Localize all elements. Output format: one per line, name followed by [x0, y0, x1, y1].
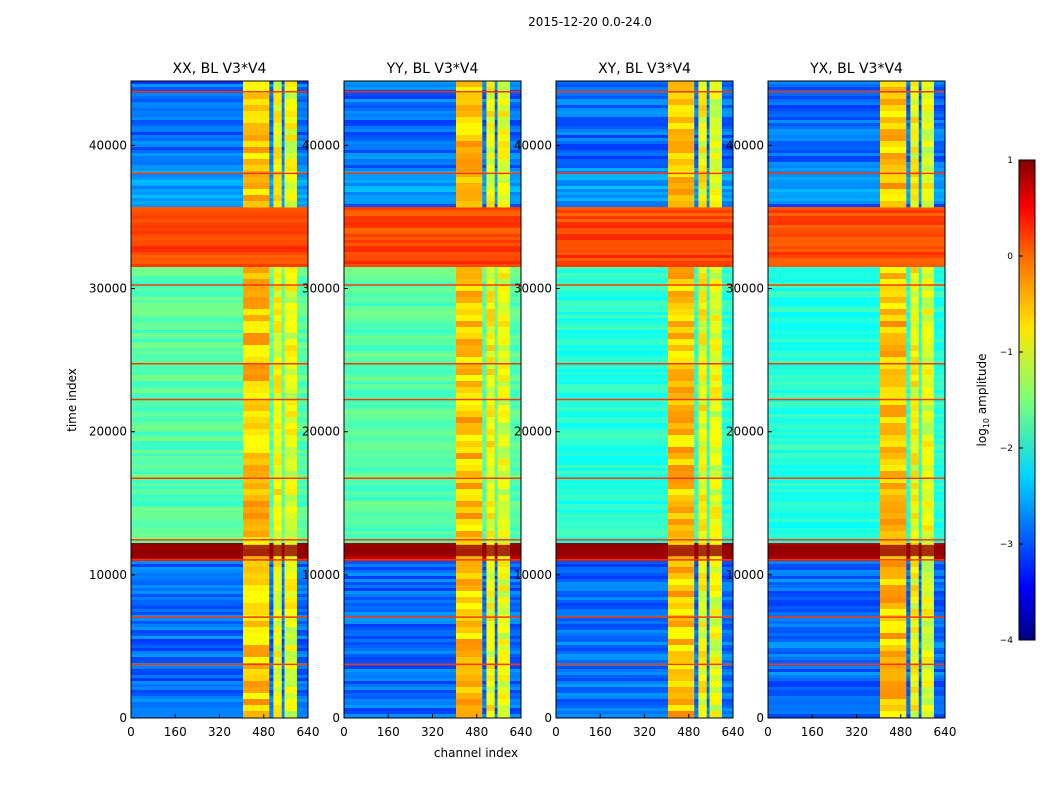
y-tick-label: 30000: [302, 282, 340, 296]
y-tick-label: 0: [119, 711, 127, 725]
x-tick-label: 480: [677, 725, 700, 739]
y-tick-label: 40000: [302, 138, 340, 152]
y-tick-label: 30000: [726, 282, 764, 296]
colorbar-tick-label: −1: [1000, 348, 1013, 358]
panel-heatmap-0: [131, 81, 308, 718]
panel-3: YX, BL V3*V4 0 160 320 480 640 0 10000 20000 3000…: [726, 61, 957, 739]
y-tick-label: 40000: [726, 138, 764, 152]
panel-title-2: XY, BL V3*V4: [598, 61, 691, 77]
x-tick-label: 160: [589, 725, 612, 739]
x-tick-label: 320: [208, 725, 231, 739]
x-tick-label: 480: [465, 725, 488, 739]
figure-suptitle: 2015-12-20 0.0-24.0: [528, 15, 652, 29]
y-tick-label: 10000: [514, 568, 552, 582]
y-tick-label: 0: [756, 711, 764, 725]
y-tick-label: 10000: [89, 568, 127, 582]
y-tick-label: 20000: [89, 425, 127, 439]
colorbar-tick-label: 1: [1007, 156, 1013, 166]
panels-group: XX, BL V3*V4 0 160 320 480 640 0 10000 20000 3000…: [89, 61, 957, 739]
x-tick-label: 480: [889, 725, 912, 739]
panel-title-3: YX, BL V3*V4: [809, 61, 903, 77]
x-tick-label: 0: [340, 725, 348, 739]
x-tick-label: 160: [377, 725, 400, 739]
x-axis-label: channel index: [434, 746, 518, 760]
x-tick-label: 320: [421, 725, 444, 739]
x-tick-label: 320: [633, 725, 656, 739]
y-tick-label: 30000: [89, 282, 127, 296]
x-tick-label: 160: [164, 725, 187, 739]
panel-heatmap-1: [344, 81, 521, 718]
y-tick-label: 40000: [514, 138, 552, 152]
x-tick-label: 160: [801, 725, 824, 739]
colorbar-tick-label: −4: [1000, 636, 1014, 646]
x-tick-label: 640: [934, 725, 957, 739]
y-tick-label: 0: [544, 711, 552, 725]
colorbar-gradient: [1018, 159, 1036, 641]
panel-0: XX, BL V3*V4 0 160 320 480 640 0 10000 20000 3000…: [89, 61, 320, 739]
y-tick-label: 10000: [726, 568, 764, 582]
x-tick-label: 480: [252, 725, 275, 739]
panel-title-1: YY, BL V3*V4: [386, 61, 479, 77]
colorbar-tick-label: −2: [1000, 444, 1013, 454]
colorbar: 1 0 −1 −2 −3 −4 log10 amplitude: [975, 156, 1036, 646]
x-tick-label: 640: [510, 725, 533, 739]
y-tick-label: 20000: [514, 425, 552, 439]
y-tick-label: 40000: [89, 138, 127, 152]
x-tick-label: 640: [722, 725, 745, 739]
y-tick-label: 20000: [302, 425, 340, 439]
y-tick-label: 10000: [302, 568, 340, 582]
x-tick-label: 0: [127, 725, 135, 739]
y-tick-label: 0: [332, 711, 340, 725]
x-tick-label: 640: [297, 725, 320, 739]
panel-heatmap-2: [556, 81, 733, 718]
panel-title-0: XX, BL V3*V4: [173, 61, 267, 77]
x-tick-label: 0: [552, 725, 560, 739]
colorbar-ticks: 1 0 −1 −2 −3 −4: [1000, 156, 1023, 646]
colorbar-tick-label: −3: [1000, 540, 1013, 550]
colorbar-label: log10 amplitude: [975, 354, 991, 447]
y-axis-label: time index: [65, 368, 79, 432]
y-tick-label: 30000: [514, 282, 552, 296]
panel-2: XY, BL V3*V4 0 160 320 480 640 0 10000 20000 3000…: [514, 61, 745, 739]
y-tick-label: 20000: [726, 425, 764, 439]
panel-1: YY, BL V3*V4 0 160 320 480 640 0 10000 20000 3000…: [302, 61, 533, 739]
x-tick-label: 320: [845, 725, 868, 739]
colorbar-tick-label: 0: [1007, 252, 1013, 262]
panel-heatmap-3: [768, 81, 945, 718]
x-tick-label: 0: [764, 725, 772, 739]
